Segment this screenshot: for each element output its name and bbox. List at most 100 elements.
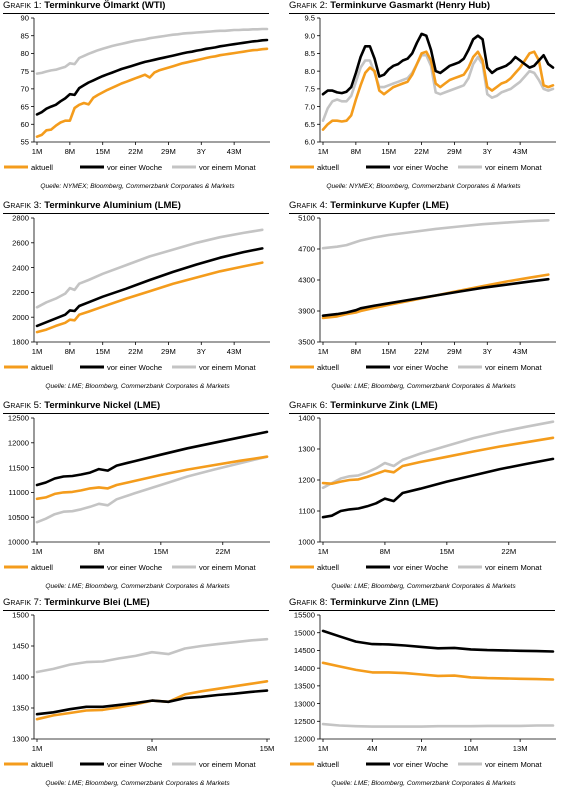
y-tick-label: 4300 bbox=[298, 276, 315, 285]
panel-title: Grafik 5: Terminkurve Nickel (LME) bbox=[3, 400, 160, 411]
x-tick-label: 1M bbox=[32, 744, 43, 753]
legend-label-monat: vor einem Monat bbox=[485, 563, 542, 572]
y-tick-label: 1800 bbox=[12, 338, 29, 347]
x-tick-label: 1M bbox=[318, 147, 329, 156]
series-line-woche bbox=[321, 32, 555, 96]
title-rule bbox=[289, 413, 555, 414]
legend-label-woche: vor einer Woche bbox=[107, 163, 162, 172]
x-tick-label: 22M bbox=[414, 347, 429, 356]
x-tick-label: 15M bbox=[260, 744, 275, 753]
title-rule bbox=[3, 213, 269, 214]
y-tick-label: 1400 bbox=[298, 414, 315, 423]
source-note: Quelle: LME; Bloomberg, Commerzbank Corp… bbox=[331, 780, 516, 787]
x-tick-label: 15M bbox=[153, 547, 168, 556]
series-line-aktuell bbox=[35, 47, 269, 138]
y-tick-label: 1300 bbox=[298, 445, 315, 454]
series-line-aktuell bbox=[35, 261, 264, 334]
series-line-woche bbox=[35, 247, 264, 328]
series-line-monat bbox=[35, 228, 264, 309]
x-tick-label: 3Y bbox=[483, 147, 492, 156]
series-line-woche bbox=[321, 457, 555, 519]
title-text: Terminkurve Kupfer (LME) bbox=[330, 200, 449, 211]
title-prefix: Grafik 3: bbox=[3, 200, 42, 211]
y-tick-label: 1350 bbox=[12, 704, 29, 713]
title-rule bbox=[3, 610, 269, 611]
legend-label-aktuell: aktuell bbox=[31, 163, 53, 172]
y-tick-label: 1000 bbox=[298, 538, 315, 547]
source-note: Quelle: LME; Bloomberg, Commerzbank Corp… bbox=[45, 583, 230, 590]
y-tick-label: 80 bbox=[21, 49, 29, 58]
x-tick-label: 29M bbox=[161, 147, 176, 156]
x-tick-label: 8M bbox=[380, 547, 391, 556]
x-tick-label: 7M bbox=[416, 744, 427, 753]
y-tick-label: 1400 bbox=[12, 673, 29, 682]
x-tick-label: 22M bbox=[128, 347, 143, 356]
x-tick-label: 8M bbox=[351, 347, 362, 356]
legend-label-monat: vor einem Monat bbox=[485, 163, 542, 172]
chart-panel-7: Grafik 7: Terminkurve Blei (LME) 1300 135… bbox=[0, 597, 275, 794]
source-note: Quelle: LME; Bloomberg, Commerzbank Corp… bbox=[331, 383, 516, 390]
y-tick-label: 55 bbox=[21, 138, 29, 147]
chart-panel-2: Grafik 2: Terminkurve Gasmarkt (Henry Hu… bbox=[286, 0, 561, 197]
legend-label-woche: vor einer Woche bbox=[393, 363, 448, 372]
chart-svg: 12000 12500 13000 13500 14000 14500 15000 15500… bbox=[290, 611, 556, 769]
y-tick-label: 13500 bbox=[294, 682, 315, 691]
series-line-monat bbox=[35, 637, 269, 674]
x-tick-label: 43M bbox=[513, 347, 528, 356]
x-tick-label: 15M bbox=[95, 347, 110, 356]
chart-svg: 1800 2000 2200 2400 2600 2800 1M 8M 15M 22M 29M 3Y 4… bbox=[4, 214, 270, 372]
y-tick-label: 12500 bbox=[294, 717, 315, 726]
y-tick-label: 7.5 bbox=[304, 85, 315, 94]
source-note: Quelle: LME; Bloomberg, Commerzbank Corp… bbox=[45, 383, 230, 390]
title-rule bbox=[289, 13, 555, 14]
chart-panel-5: Grafik 5: Terminkurve Nickel (LME) 10000… bbox=[0, 400, 275, 597]
y-tick-label: 7.0 bbox=[304, 102, 315, 111]
x-tick-label: 15M bbox=[381, 347, 396, 356]
x-tick-label: 1M bbox=[32, 547, 43, 556]
x-tick-label: 1M bbox=[318, 547, 329, 556]
y-tick-label: 2200 bbox=[12, 288, 29, 297]
y-tick-label: 3500 bbox=[298, 338, 315, 347]
x-tick-label: 13M bbox=[513, 744, 528, 753]
series-line-monat bbox=[321, 219, 550, 250]
panel-title: Grafik 6: Terminkurve Zink (LME) bbox=[289, 400, 438, 411]
x-tick-label: 3Y bbox=[197, 147, 206, 156]
title-text: Terminkurve Zink (LME) bbox=[330, 400, 438, 411]
x-tick-label: 3Y bbox=[197, 347, 206, 356]
y-tick-label: 70 bbox=[21, 85, 29, 94]
legend-label-aktuell: aktuell bbox=[31, 363, 53, 372]
y-tick-label: 2400 bbox=[12, 263, 29, 272]
x-tick-label: 1M bbox=[32, 347, 43, 356]
chart-panel-1: Grafik 1: Terminkurve Ölmarkt (WTI) 55 60… bbox=[0, 0, 275, 197]
x-tick-label: 29M bbox=[447, 347, 462, 356]
panel-title: Grafik 2: Terminkurve Gasmarkt (Henry Hu… bbox=[289, 0, 490, 11]
title-text: Terminkurve Gasmarkt (Henry Hub) bbox=[330, 0, 491, 11]
y-tick-label: 9.0 bbox=[304, 31, 315, 40]
title-text: Terminkurve Ölmarkt (WTI) bbox=[44, 0, 166, 11]
source-note: Quelle: NYMEX; Bloomberg, Commerzbank Co… bbox=[40, 183, 235, 190]
title-rule bbox=[289, 213, 555, 214]
legend-label-woche: vor einer Woche bbox=[107, 563, 162, 572]
x-tick-label: 29M bbox=[161, 347, 176, 356]
y-tick-label: 8.5 bbox=[304, 49, 315, 58]
y-tick-label: 11000 bbox=[8, 488, 29, 497]
series-line-monat bbox=[35, 455, 269, 524]
x-tick-label: 1M bbox=[318, 347, 329, 356]
title-text: Terminkurve Zinn (LME) bbox=[330, 597, 439, 608]
legend-label-monat: vor einem Monat bbox=[199, 760, 256, 769]
source-note: Quelle: NYMEX; Bloomberg, Commerzbank Co… bbox=[326, 183, 521, 190]
y-tick-label: 1100 bbox=[299, 507, 315, 516]
panel-title: Grafik 4: Terminkurve Kupfer (LME) bbox=[289, 200, 449, 211]
legend-label-woche: vor einer Woche bbox=[393, 760, 448, 769]
x-tick-label: 22M bbox=[414, 147, 429, 156]
source-note: Quelle: LME; Bloomberg, Commerzbank Corp… bbox=[45, 780, 230, 787]
title-prefix: Grafik 6: bbox=[289, 400, 328, 411]
series-line-aktuell bbox=[321, 50, 555, 131]
series-line-aktuell bbox=[321, 661, 555, 681]
legend-label-monat: vor einem Monat bbox=[199, 363, 256, 372]
legend-label-monat: vor einem Monat bbox=[199, 163, 256, 172]
title-rule bbox=[3, 413, 269, 414]
title-prefix: Grafik 8: bbox=[289, 597, 328, 608]
title-prefix: Grafik 4: bbox=[289, 200, 328, 211]
y-tick-label: 12500 bbox=[8, 414, 29, 423]
